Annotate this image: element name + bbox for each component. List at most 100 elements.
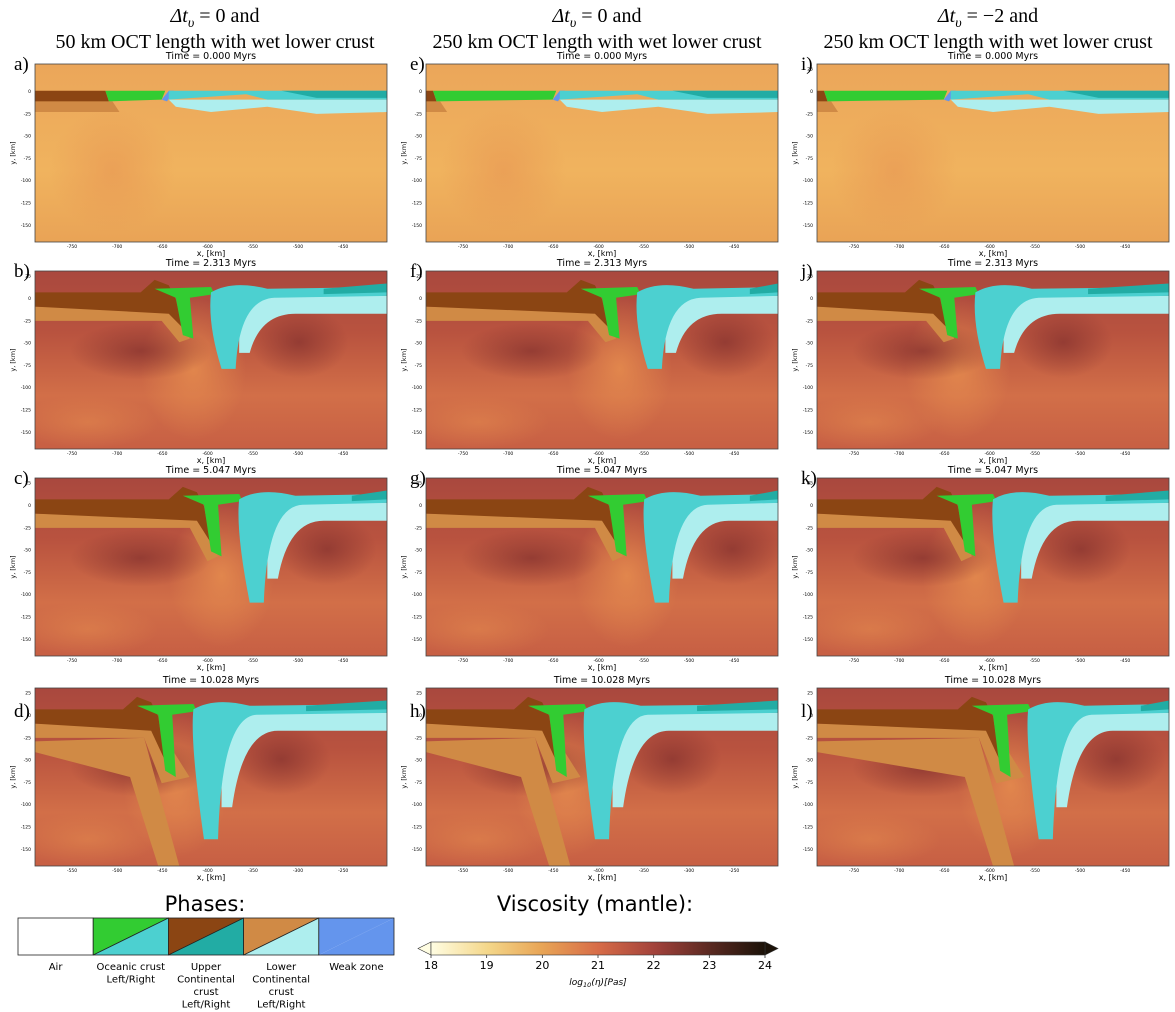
x-tick-label: -750 [458,658,468,664]
x-tick-label: -550 [248,658,258,664]
y-tick-label: -125 [21,408,31,414]
y-tick-label: -25 [415,111,422,117]
phase-label: crust [193,987,218,998]
x-axis-label: x, [km] [979,873,1008,882]
x-tick-label: -700 [894,658,904,664]
x-tick-label: -300 [293,868,303,874]
panel-letter: b) [14,261,30,282]
colorbar-label-base: log [569,978,583,988]
y-tick-label: -100 [412,592,422,598]
header-rest: = −2 and [962,5,1038,27]
model-field [817,64,1169,242]
lower-crust [35,513,219,562]
y-tick-label: 0 [419,713,422,719]
x-tick-label: -500 [684,244,694,250]
upper-crust-right [1088,283,1169,295]
x-tick-label: -500 [293,244,303,250]
y-tick-label: -125 [803,201,813,207]
y-tick-label: -150 [412,223,422,229]
x-axis-label: x, [km] [197,873,226,882]
y-axis-label: y, [km] [9,141,17,164]
x-tick-label: -450 [548,868,558,874]
colorbar-tick-label: 23 [702,959,716,972]
model-field [426,64,778,242]
oceanic-crust-right [636,285,778,369]
x-tick-label: -550 [248,451,258,457]
y-tick-label: -150 [803,223,813,229]
x-tick-label: -500 [1075,451,1085,457]
panel-letter: i) [801,54,813,75]
y-tick-label: 0 [419,89,422,95]
y-tick-label: -100 [21,178,31,184]
header-subscript: υ [188,16,194,31]
y-tick-label: -125 [803,408,813,414]
panel-title: Time = 10.028 Myrs [944,675,1041,686]
x-tick-label: -300 [684,868,694,874]
y-axis-label: y, [km] [791,348,799,371]
x-tick-label: -650 [157,244,167,250]
panel-title: Time = 2.313 Myrs [165,258,256,269]
y-tick-label: -75 [806,363,813,369]
x-tick-label: -600 [593,244,603,250]
x-tick-label: -250 [729,868,739,874]
y-tick-label: 25 [25,274,31,280]
y-tick-label: -75 [806,780,813,786]
panel-title: Time = 5.047 Myrs [556,465,647,476]
phase-label: Lower [266,962,297,973]
header-line: Δtυ = 0 and [552,5,642,31]
thermal-blob [1066,723,1166,795]
thermal-blob [682,513,778,585]
x-tick-label: -450 [729,244,739,250]
y-tick-label: -50 [24,758,31,764]
colorbar-title: Viscosity (mantle): [497,892,693,916]
lower-crust-right [950,99,1169,114]
y-tick-label: -150 [21,430,31,436]
phase-label: Oceanic crust [97,962,166,973]
x-tick-label: -650 [939,658,949,664]
y-axis-label: y, [km] [400,141,408,164]
phase-swatch-frame [318,917,395,956]
y-tick-label: 0 [810,296,813,302]
oceanic-crust-left [105,90,166,102]
y-axis-label: y, [km] [791,555,799,578]
model-field [426,478,778,656]
lower-crust [426,723,581,784]
x-tick-label: -450 [157,868,167,874]
upper-crust [35,90,109,102]
y-tick-label: -25 [415,318,422,324]
x-tick-label: -650 [157,451,167,457]
y-tick-label: 0 [810,503,813,509]
x-tick-label: -600 [984,451,994,457]
y-tick-label: -75 [24,363,31,369]
panel-title: Time = 10.028 Myrs [162,675,259,686]
y-tick-label: -50 [415,758,422,764]
thermal-blob [1014,306,1113,378]
upper-crust-right [1063,90,1169,98]
y-tick-label: -125 [21,615,31,621]
colorbar-label-sub: 10 [583,981,591,989]
upper-crust-right [749,490,778,502]
header-rest: = 0 and [576,5,641,27]
x-tick-label: -450 [1120,658,1130,664]
thermal-blob [440,108,567,234]
x-tick-label: -650 [548,244,558,250]
y-tick-label: -150 [21,223,31,229]
x-axis-label: x, [km] [197,663,226,672]
x-tick-label: -500 [293,451,303,457]
y-tick-label: 25 [807,481,813,487]
panel-letter: f) [410,261,423,282]
x-tick-label: -450 [729,451,739,457]
oceanic-crust-left [936,494,997,557]
panel-frame [816,63,1170,243]
y-axis-label: y, [km] [791,141,799,164]
thermal-blob [35,395,159,449]
x-tick-label: -750 [849,244,859,250]
panel-title: Time = 10.028 Myrs [553,675,650,686]
x-tick-label: -750 [849,658,859,664]
x-tick-label: -500 [1075,244,1085,250]
oceanic-crust-left [154,287,215,339]
oceanic-crust-right [643,492,778,603]
y-tick-label: -25 [415,735,422,741]
phase-label: Air [49,962,64,973]
x-tick-label: -750 [458,244,468,250]
